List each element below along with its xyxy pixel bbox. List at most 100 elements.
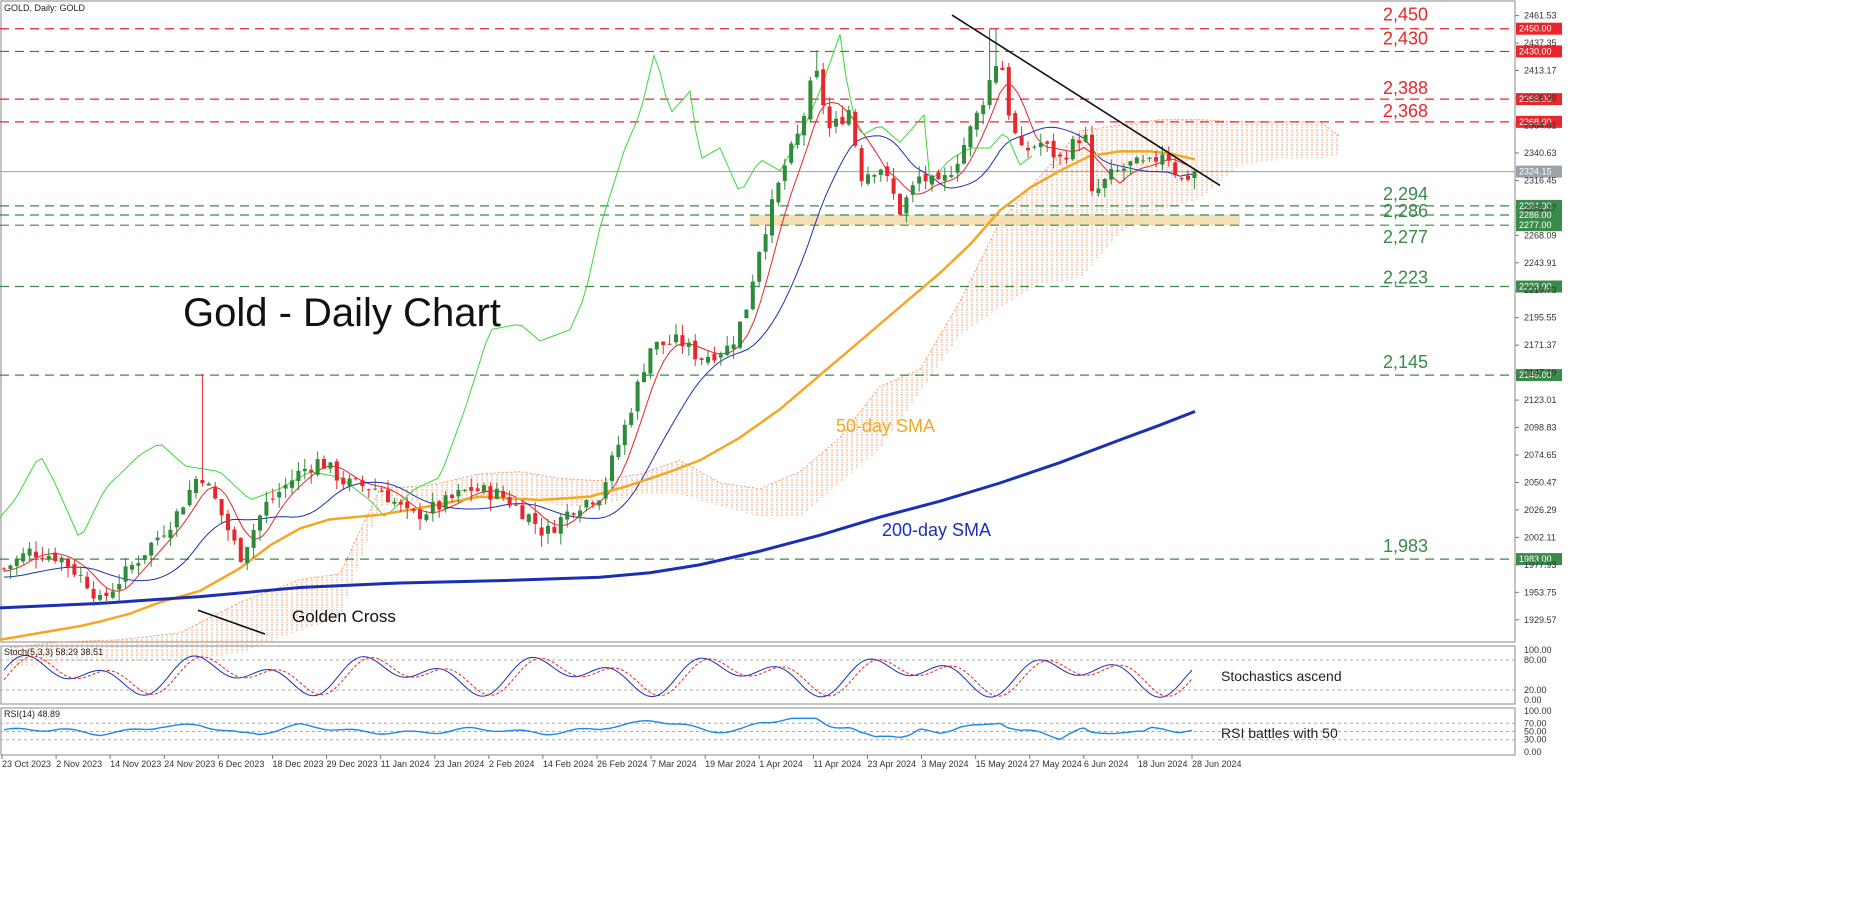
x-tick-label: 3 May 2024	[922, 759, 969, 769]
candle-body	[430, 501, 435, 514]
candle-body	[712, 353, 717, 361]
candle-body	[34, 551, 38, 558]
level-label-2388: 2,388	[1383, 78, 1428, 98]
candle-body	[776, 182, 781, 203]
candle-body	[1064, 157, 1069, 160]
x-tick-label: 6 Dec 2023	[218, 759, 264, 769]
candle-body	[827, 106, 832, 129]
candle-body	[814, 70, 819, 78]
candle-body	[1160, 154, 1165, 165]
candle-body	[891, 178, 896, 194]
candle-body	[750, 281, 755, 310]
candle-body	[501, 491, 506, 498]
candle-body	[654, 341, 659, 350]
level-price-tag	[1516, 22, 1562, 35]
stoch-y-tick: 0.00	[1524, 695, 1542, 705]
candle-body	[398, 501, 403, 505]
candle-body	[1070, 139, 1075, 160]
candle-body	[782, 165, 787, 181]
candle-body	[520, 505, 525, 520]
y-tick-label: 2098.83	[1524, 423, 1557, 433]
candle-body	[264, 501, 269, 516]
candle-body	[258, 515, 262, 531]
chart-title: Gold - Daily Chart	[183, 291, 501, 335]
level-label-1983: 1,983	[1383, 536, 1428, 556]
candle-body	[174, 511, 179, 528]
candle-body	[130, 565, 134, 570]
y-tick-label: 2413.17	[1524, 66, 1557, 76]
candle-body	[418, 509, 422, 520]
candle-body	[469, 487, 474, 491]
candle-body	[661, 341, 666, 346]
candle-body	[738, 321, 742, 348]
level-price-tag-text: 2145.00	[1519, 370, 1552, 380]
candle-body	[78, 574, 83, 576]
level-price-tag	[1516, 280, 1562, 293]
y-tick-label: 2340.63	[1524, 148, 1557, 158]
candle-body	[533, 513, 538, 525]
candle-body	[923, 173, 928, 182]
candle-body	[354, 478, 358, 480]
candle-body	[603, 482, 608, 499]
x-tick-label: 29 Dec 2023	[327, 759, 378, 769]
candle-body	[200, 479, 205, 484]
level-label-2145: 2,145	[1383, 352, 1428, 372]
candle-body	[219, 499, 224, 516]
level-price-tag-text: 2388.00	[1519, 94, 1552, 104]
candle-body	[142, 555, 147, 561]
y-tick-label: 1977.93	[1524, 560, 1557, 570]
candle-body	[443, 495, 448, 509]
candle-body	[674, 334, 678, 343]
candle-body	[424, 514, 429, 521]
y-tick-label: 2171.37	[1524, 340, 1557, 350]
rsi-title: RSI(14) 48.89	[4, 709, 60, 719]
x-tick-label: 27 May 2024	[1030, 759, 1082, 769]
level-label-2450: 2,450	[1383, 5, 1428, 25]
x-tick-label: 14 Nov 2023	[110, 759, 161, 769]
stoch-y-tick: 100.00	[1524, 645, 1552, 655]
candle-body	[1058, 154, 1062, 157]
level-price-tag	[1516, 115, 1562, 128]
candle-body	[898, 193, 902, 215]
candle-body	[994, 66, 998, 83]
candle-body	[168, 529, 173, 538]
candle-body	[597, 500, 602, 506]
y-tick-label: 2147.19	[1524, 368, 1557, 378]
candle-body	[539, 527, 544, 536]
candle-body	[1026, 147, 1030, 151]
level-label-2277: 2,277	[1383, 227, 1428, 247]
candle-body	[155, 537, 160, 541]
rsi-y-tick: 100.00	[1524, 706, 1552, 716]
candle-body	[866, 174, 870, 184]
candle-body	[1192, 171, 1197, 179]
level-price-tag-text: 2286.00	[1519, 210, 1552, 220]
candle-body	[405, 501, 410, 509]
level-label-2294: 2,294	[1383, 184, 1428, 204]
candle-body	[2, 568, 6, 570]
x-tick-label: 28 Jun 2024	[1192, 759, 1242, 769]
candle-body	[526, 514, 531, 522]
y-tick-label: 2316.45	[1524, 175, 1557, 185]
x-tick-label: 24 Nov 2023	[164, 759, 215, 769]
candle-body	[1122, 168, 1126, 171]
ichimoku-cloud	[10, 119, 1340, 667]
candle-body	[91, 588, 96, 599]
level-label-2223: 2,223	[1383, 268, 1428, 288]
candle-body	[21, 553, 26, 562]
candle-body	[846, 110, 851, 125]
rsi-y-tick: 70.00	[1524, 718, 1547, 728]
candle-body	[955, 163, 960, 173]
candle-body	[1096, 188, 1101, 194]
candle-body	[302, 468, 307, 472]
candle-body	[392, 501, 397, 504]
x-tick-label: 23 Apr 2024	[867, 759, 916, 769]
candle-body	[744, 309, 749, 319]
x-tick-label: 6 Jun 2024	[1084, 759, 1129, 769]
candle-body	[770, 199, 774, 236]
candle-body	[27, 548, 32, 556]
current-price-tag	[1516, 165, 1562, 178]
candle-body	[296, 470, 301, 482]
y-tick-label: 2219.73	[1524, 285, 1557, 295]
candle-body	[59, 557, 64, 563]
candle-body	[411, 508, 416, 511]
